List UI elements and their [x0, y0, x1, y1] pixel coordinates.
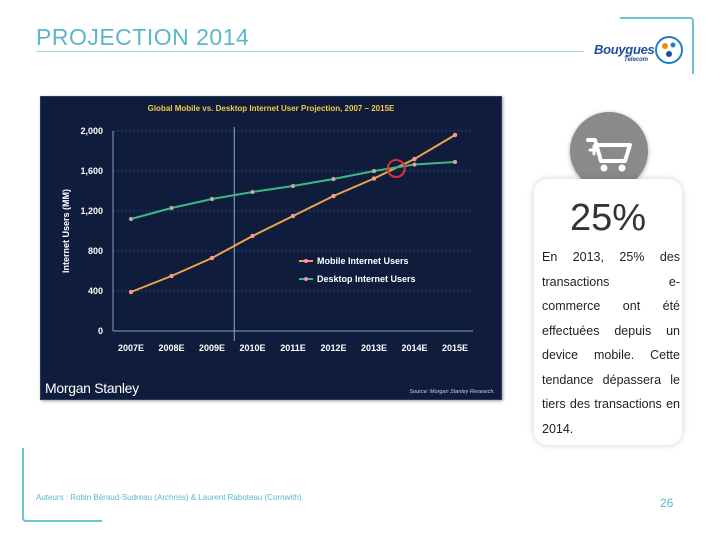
data-point	[331, 176, 336, 182]
data-point	[371, 176, 377, 181]
crossover-marker	[386, 159, 406, 178]
logo-subtitle: Telecom	[624, 57, 649, 63]
data-point	[290, 183, 296, 189]
data-point	[452, 159, 458, 165]
x-tick-label: 2013E	[361, 343, 387, 353]
page-number: 26	[660, 496, 674, 510]
legend-marker	[304, 277, 308, 281]
chart-panel: Global Mobile vs. Desktop Internet User …	[40, 96, 502, 400]
data-point	[169, 205, 174, 211]
data-point	[169, 273, 174, 279]
x-tick-label: 2012E	[320, 343, 346, 353]
title-divider	[36, 51, 584, 52]
data-point	[250, 233, 255, 239]
y-axis-label: Internet Users (MM)	[61, 189, 71, 273]
y-tick-label: 1,200	[80, 206, 103, 216]
footer-authors: Auteurs : Robin Béraud-Sudreau (Archriss…	[36, 493, 304, 502]
x-tick-label: 2008E	[158, 343, 184, 353]
morgan-stanley-brand: Morgan Stanley	[45, 380, 139, 396]
data-point	[371, 168, 377, 174]
legend-label: Desktop Internet Users	[317, 274, 416, 284]
legend-marker	[304, 259, 308, 263]
x-tick-label: 2015E	[442, 343, 468, 353]
legend-box	[293, 252, 425, 288]
data-point	[128, 289, 134, 295]
data-point	[209, 196, 215, 202]
stat-description: En 2013, 25% des transactions e-commerce…	[542, 250, 680, 436]
data-point	[128, 216, 134, 222]
data-point	[250, 189, 255, 195]
cart-badge	[570, 112, 648, 190]
data-point	[412, 156, 417, 162]
data-point	[209, 255, 215, 261]
y-tick-label: 400	[88, 286, 103, 296]
slide-title: PROJECTION 2014	[36, 24, 250, 50]
y-tick-label: 2,000	[80, 126, 103, 136]
series-line-desktop	[130, 161, 456, 220]
data-point	[412, 162, 417, 167]
stat-card: 25% En 2013, 25% des transactions e-comm…	[534, 179, 682, 445]
x-tick-label: 2011E	[280, 343, 306, 353]
stat-percent: 25%	[569, 197, 647, 239]
y-tick-label: 0	[98, 326, 103, 336]
legend-label: Mobile Internet Users	[317, 256, 409, 266]
x-tick-label: 2009E	[199, 343, 225, 353]
data-point	[452, 132, 458, 138]
data-point	[331, 193, 336, 199]
y-tick-label: 800	[88, 246, 103, 256]
corner-frame-bottom-left	[22, 448, 102, 522]
logo-mark-icon	[655, 36, 683, 64]
x-tick-label: 2007E	[118, 343, 144, 353]
y-tick-label: 1,600	[80, 166, 103, 176]
chart-source: Source: Morgan Stanley Research.	[409, 389, 495, 395]
x-tick-label: 2014E	[401, 343, 427, 353]
corner-frame-top-right	[620, 17, 694, 74]
bouygues-telecom-logo: Bouygues Telecom	[590, 34, 690, 70]
x-tick-label: 2010E	[239, 343, 265, 353]
logo-name: Bouygues	[594, 42, 655, 57]
shopping-cart-plus-icon	[586, 138, 632, 172]
data-point	[290, 213, 296, 219]
line-chart: Global Mobile vs. Desktop Internet User …	[45, 104, 495, 396]
chart-title: Global Mobile vs. Desktop Internet User …	[148, 104, 395, 113]
